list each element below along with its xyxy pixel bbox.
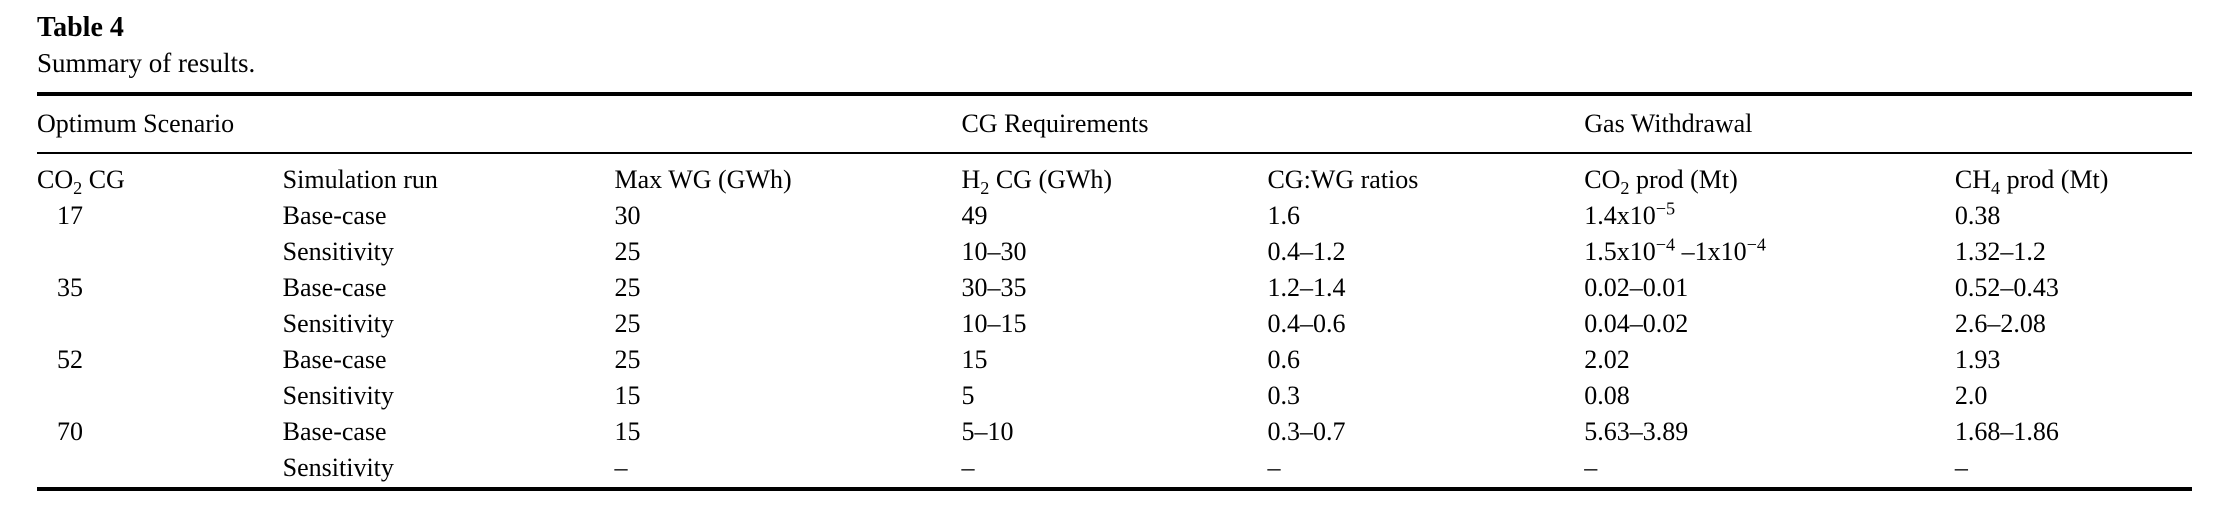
column-header-row: CO2 CG Simulation run Max WG (GWh) H2 CG (G…: [37, 153, 2192, 198]
table-cell: 0.38: [1954, 200, 2001, 230]
table-row: 52 Base-case 25 15 0.6 2.02 1.93: [37, 342, 2192, 378]
table-cell: Sensitivity: [282, 236, 394, 266]
table-cell: 1.6: [1267, 200, 1300, 230]
table-cell: 10–15: [961, 309, 1027, 339]
table-cell: [37, 450, 283, 488]
table-cell: 10–30: [961, 236, 1027, 266]
table-cell: 0.08: [1584, 381, 1630, 411]
table-cell: 25: [614, 345, 641, 375]
table-cell: 1.5x10−4 –1x10−4: [1584, 234, 1766, 266]
table-cell: 35: [57, 272, 83, 302]
table-cell: 2.02: [1584, 345, 1630, 375]
table-cell: 1.68–1.86: [1954, 417, 2059, 447]
table-body: 17 Base-case 30 49 1.6 1.4x10−5 0.38 Sensitivit…: [37, 198, 2192, 489]
table-cell: –: [1267, 453, 1281, 483]
table-row: Sensitivity 25 10–15 0.4–0.6 0.04–0.02 2.6–2.…: [37, 306, 2192, 342]
table-cell: 17: [57, 200, 83, 230]
group-header-gas-withdrawal: Gas Withdrawal: [1584, 94, 2192, 154]
table-row: Sensitivity 15 5 0.3 0.08 2.0: [37, 378, 2192, 414]
table-cell: 2.6–2.08: [1954, 309, 2046, 339]
sub-script-text: 2: [980, 178, 990, 199]
table-cell: Base-case: [282, 417, 387, 447]
table-cell: 0.4–1.2: [1267, 236, 1346, 266]
column-header: CG:WG ratios: [1267, 164, 1419, 194]
table-cell: –: [1584, 453, 1598, 483]
table-caption: Summary of results.: [37, 48, 256, 79]
group-header-cg-requirements: CG Requirements: [961, 94, 1585, 154]
table-cell: 25: [614, 272, 641, 302]
column-header: CH4 prod (Mt): [1954, 164, 2109, 199]
table-row: 17 Base-case 30 49 1.6 1.4x10−5 0.38: [37, 198, 2192, 234]
table-cell: 5–10: [961, 417, 1014, 447]
group-header-row: Optimum Scenario CG Requirements Gas Wit…: [37, 94, 2192, 154]
table-cell: 0.04–0.02: [1584, 309, 1689, 339]
table-cell: [37, 378, 283, 414]
sub-script-text: 2: [1620, 178, 1630, 199]
sub-script-text: 4: [1991, 178, 2001, 199]
table-cell: 15: [614, 417, 641, 447]
table-cell: 1.2–1.4: [1267, 272, 1346, 302]
table-cell: –: [614, 453, 628, 483]
table-cell: 52: [57, 345, 83, 375]
sup-script-text: −5: [1655, 198, 1676, 219]
table-cell: 70: [57, 417, 83, 447]
group-header-optimum-scenario: Optimum Scenario: [37, 94, 962, 154]
table-cell: 0.02–0.01: [1584, 272, 1689, 302]
column-header: CO2 CG: [37, 164, 125, 199]
table-row: Sensitivity – – – – –: [37, 450, 2192, 488]
table-cell: Base-case: [282, 345, 387, 375]
table-cell: 5.63–3.89: [1584, 417, 1689, 447]
table-cell: Sensitivity: [282, 381, 394, 411]
column-header: Simulation run: [282, 164, 438, 194]
table-label: Table 4: [37, 12, 124, 43]
column-header: Max WG (GWh): [614, 164, 792, 194]
table-cell: 15: [961, 345, 988, 375]
table-cell: 25: [614, 236, 641, 266]
sup-script-text: −4: [1655, 234, 1676, 255]
table-cell: 1.93: [1954, 345, 2001, 375]
table-cell: 2.0: [1954, 381, 1988, 411]
table-row: 35 Base-case 25 30–35 1.2–1.4 0.02–0.01 0.52–0…: [37, 270, 2192, 306]
sup-script-text: −4: [1746, 234, 1766, 255]
table-cell: 30: [614, 200, 641, 230]
table-cell: Sensitivity: [282, 453, 394, 483]
table-cell: 0.6: [1267, 345, 1300, 375]
table-cell: 15: [614, 381, 641, 411]
table-cell: [37, 306, 283, 342]
results-table: Optimum Scenario CG Requirements Gas Wit…: [37, 92, 2192, 491]
table-cell: 25: [614, 309, 641, 339]
table-cell: –: [1954, 453, 1968, 483]
table-row: 70 Base-case 15 5–10 0.3–0.7 5.63–3.89 1.68–1.…: [37, 414, 2192, 450]
table-cell: 0.3: [1267, 381, 1300, 411]
table-cell: Sensitivity: [282, 309, 394, 339]
table-cell: 5: [961, 381, 975, 411]
table-cell: 1.4x10−5: [1584, 198, 1676, 230]
column-header: H2 CG (GWh): [961, 164, 1113, 199]
table-cell: 0.52–0.43: [1954, 272, 2059, 302]
table-cell: 1.32–1.2: [1954, 236, 2046, 266]
table-cell: [37, 234, 283, 270]
sub-script-text: 2: [73, 178, 83, 199]
table-cell: 30–35: [961, 272, 1027, 302]
table-cell: –: [961, 453, 975, 483]
table-cell: 0.3–0.7: [1267, 417, 1346, 447]
table-row: Sensitivity 25 10–30 0.4–1.2 1.5x10−4 –1x10−…: [37, 234, 2192, 270]
table-cell: Base-case: [282, 200, 387, 230]
table-cell: 49: [961, 200, 988, 230]
table-cell: Base-case: [282, 272, 387, 302]
column-header: CO2 prod (Mt): [1584, 164, 1738, 199]
table-cell: 0.4–0.6: [1267, 309, 1346, 339]
